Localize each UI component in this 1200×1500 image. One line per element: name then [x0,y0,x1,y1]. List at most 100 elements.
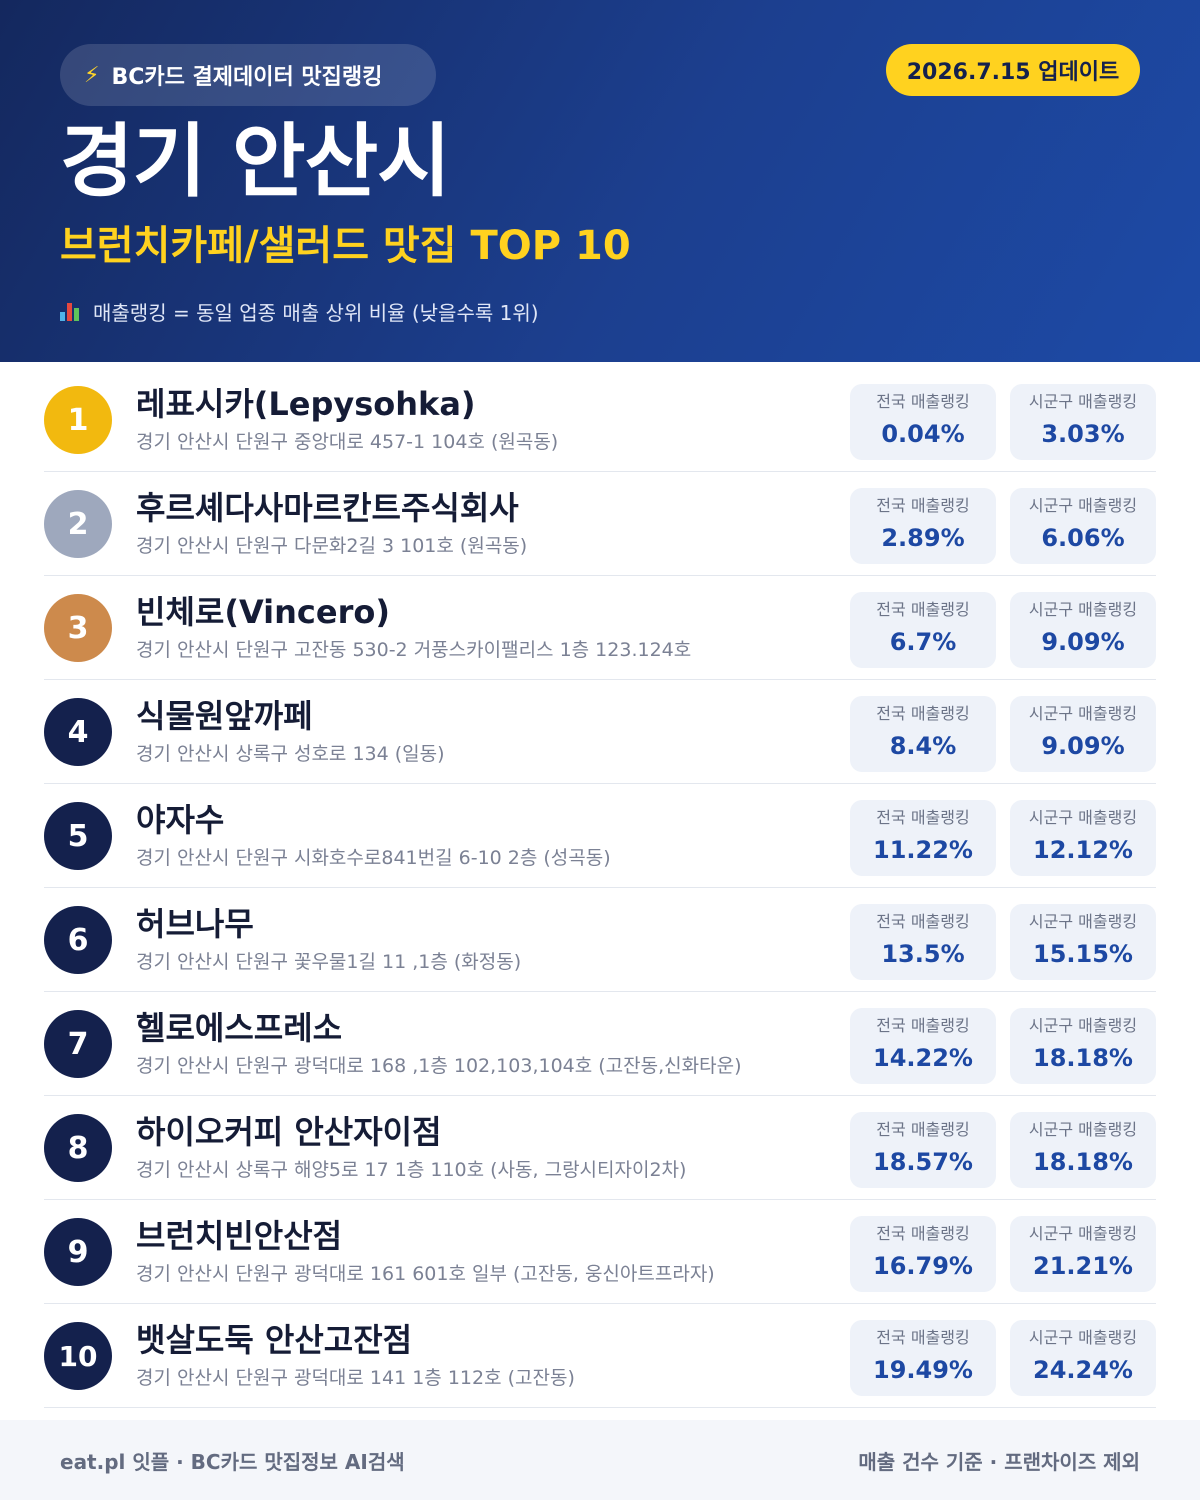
local-ranking-label: 시군구 매출랭킹 [1028,1224,1138,1243]
national-ranking-label: 전국 매출랭킹 [876,704,970,723]
local-ranking-box: 시군구 매출랭킹 21.21% [1010,1216,1156,1292]
restaurant-row[interactable]: 3 빈체로(Vincero) 경기 안산시 단원구 고잔동 530-2 거풍스카이팰… [44,576,1156,680]
restaurant-name[interactable]: 후르셰다사마르칸트주식회사 [136,489,519,527]
national-ranking-label: 전국 매출랭킹 [876,600,970,619]
local-ranking-label: 시군구 매출랭킹 [1028,912,1138,931]
national-ranking-box: 전국 매출랭킹 19.49% [850,1320,996,1396]
national-ranking-value: 11.22% [873,836,973,864]
local-ranking-box: 시군구 매출랭킹 15.15% [1010,904,1156,980]
restaurant-name[interactable]: 레표시카(Lepysohka) [136,385,476,423]
restaurant-address: 경기 안산시 단원구 광덕대로 141 1층 112호 (고잔동) [136,1367,575,1389]
national-ranking-value: 13.5% [881,940,965,968]
restaurant-row[interactable]: 9 브런치빈안산점 경기 안산시 단원구 광덕대로 161 601호 일부 (고잔동… [44,1200,1156,1304]
national-ranking-value: 18.57% [873,1148,973,1176]
national-ranking-value: 8.4% [889,732,957,760]
rank-badge: 5 [44,802,112,870]
restaurant-address: 경기 안산시 단원구 고잔동 530-2 거풍스카이팰리스 1층 123.124… [136,639,692,661]
restaurant-address: 경기 안산시 상록구 해양5로 17 1층 110호 (사동, 그랑시티자이2차… [136,1159,687,1181]
local-ranking-box: 시군구 매출랭킹 24.24% [1010,1320,1156,1396]
restaurant-name[interactable]: 헬로에스프레소 [136,1009,343,1047]
local-ranking-value: 15.15% [1033,940,1133,968]
national-ranking-label: 전국 매출랭킹 [876,1328,970,1347]
local-ranking-box: 시군구 매출랭킹 12.12% [1010,800,1156,876]
local-ranking-label: 시군구 매출랭킹 [1028,808,1138,827]
national-ranking-box: 전국 매출랭킹 6.7% [850,592,996,668]
local-ranking-value: 18.18% [1033,1044,1133,1072]
local-ranking-box: 시군구 매출랭킹 6.06% [1010,488,1156,564]
restaurant-name[interactable]: 빈체로(Vincero) [136,593,390,631]
national-ranking-box: 전국 매출랭킹 0.04% [850,384,996,460]
restaurant-name[interactable]: 뱃살도둑 안산고잔점 [136,1321,413,1359]
national-ranking-label: 전국 매출랭킹 [876,496,970,515]
restaurant-row[interactable]: 1 레표시카(Lepysohka) 경기 안산시 단원구 중앙대로 457-1 10… [44,368,1156,472]
restaurant-list: 1 레표시카(Lepysohka) 경기 안산시 단원구 중앙대로 457-1 10… [44,368,1156,1408]
restaurant-name[interactable]: 야자수 [136,801,225,839]
national-ranking-box: 전국 매출랭킹 8.4% [850,696,996,772]
local-ranking-label: 시군구 매출랭킹 [1028,1328,1138,1347]
local-ranking-value: 6.06% [1041,524,1125,552]
bar-chart-icon [60,301,79,321]
rank-badge: 4 [44,698,112,766]
local-ranking-value: 9.09% [1041,732,1125,760]
national-ranking-label: 전국 매출랭킹 [876,912,970,931]
rank-badge: 7 [44,1010,112,1078]
local-ranking-label: 시군구 매출랭킹 [1028,1120,1138,1139]
restaurant-row[interactable]: 8 하이오커피 안산자이점 경기 안산시 상록구 해양5로 17 1층 110호 (… [44,1096,1156,1200]
brand-badge: ⚡ BC카드 결제데이터 맛집랭킹 [60,44,436,106]
local-ranking-label: 시군구 매출랭킹 [1028,392,1138,411]
rank-badge: 2 [44,490,112,558]
national-ranking-value: 19.49% [873,1356,973,1384]
national-ranking-box: 전국 매출랭킹 11.22% [850,800,996,876]
local-ranking-value: 24.24% [1033,1356,1133,1384]
lightning-icon: ⚡ [84,62,100,88]
national-ranking-label: 전국 매출랭킹 [876,392,970,411]
ranking-note: 매출랭킹 = 동일 업종 매출 상위 비율 (낮을수록 1위) [60,294,539,328]
national-ranking-label: 전국 매출랭킹 [876,1016,970,1035]
local-ranking-box: 시군구 매출랭킹 9.09% [1010,696,1156,772]
rank-badge: 3 [44,594,112,662]
national-ranking-label: 전국 매출랭킹 [876,808,970,827]
national-ranking-value: 2.89% [881,524,965,552]
brand-badge-text: BC카드 결제데이터 맛집랭킹 [111,65,383,90]
header-banner: ⚡ BC카드 결제데이터 맛집랭킹 2026.7.15 업데이트 경기 안산시 … [0,0,1200,362]
city-title: 경기 안산시 [60,115,451,208]
national-ranking-label: 전국 매출랭킹 [876,1120,970,1139]
national-ranking-box: 전국 매출랭킹 18.57% [850,1112,996,1188]
restaurant-name[interactable]: 허브나무 [136,905,254,943]
national-ranking-label: 전국 매출랭킹 [876,1224,970,1243]
local-ranking-value: 9.09% [1041,628,1125,656]
footer-source: eat.pl 잇플 · BC카드 맛집정보 AI검색 [60,1449,405,1474]
update-date-badge: 2026.7.15 업데이트 [886,44,1140,96]
category-subtitle: 브런치카페/샐러드 맛집 TOP 10 [60,223,631,269]
local-ranking-value: 18.18% [1033,1148,1133,1176]
local-ranking-value: 3.03% [1041,420,1125,448]
restaurant-address: 경기 안산시 단원구 광덕대로 168 ,1층 102,103,104호 (고잔… [136,1055,742,1077]
rank-badge: 9 [44,1218,112,1286]
local-ranking-label: 시군구 매출랭킹 [1028,1016,1138,1035]
local-ranking-label: 시군구 매출랭킹 [1028,704,1138,723]
rank-badge: 1 [44,386,112,454]
local-ranking-box: 시군구 매출랭킹 18.18% [1010,1008,1156,1084]
national-ranking-value: 16.79% [873,1252,973,1280]
restaurant-name[interactable]: 브런치빈안산점 [136,1217,343,1255]
national-ranking-box: 전국 매출랭킹 16.79% [850,1216,996,1292]
national-ranking-box: 전국 매출랭킹 13.5% [850,904,996,980]
footer-criteria: 매출 건수 기준 · 프랜차이즈 제외 [858,1449,1140,1474]
restaurant-address: 경기 안산시 단원구 시화호수로841번길 6-10 2층 (성곡동) [136,847,611,869]
national-ranking-value: 6.7% [889,628,957,656]
local-ranking-box: 시군구 매출랭킹 18.18% [1010,1112,1156,1188]
restaurant-name[interactable]: 식물원앞까페 [136,697,313,735]
national-ranking-value: 0.04% [881,420,965,448]
restaurant-row[interactable]: 6 허브나무 경기 안산시 단원구 꽃우물1길 11 ,1층 (화정동) 전국 매출랭… [44,888,1156,992]
local-ranking-label: 시군구 매출랭킹 [1028,496,1138,515]
rank-badge: 10 [44,1322,112,1390]
restaurant-row[interactable]: 4 식물원앞까페 경기 안산시 상록구 성호로 134 (일동) 전국 매출랭킹 8.4… [44,680,1156,784]
restaurant-address: 경기 안산시 단원구 다문화2길 3 101호 (원곡동) [136,535,528,557]
restaurant-name[interactable]: 하이오커피 안산자이점 [136,1113,442,1151]
national-ranking-box: 전국 매출랭킹 14.22% [850,1008,996,1084]
local-ranking-label: 시군구 매출랭킹 [1028,600,1138,619]
